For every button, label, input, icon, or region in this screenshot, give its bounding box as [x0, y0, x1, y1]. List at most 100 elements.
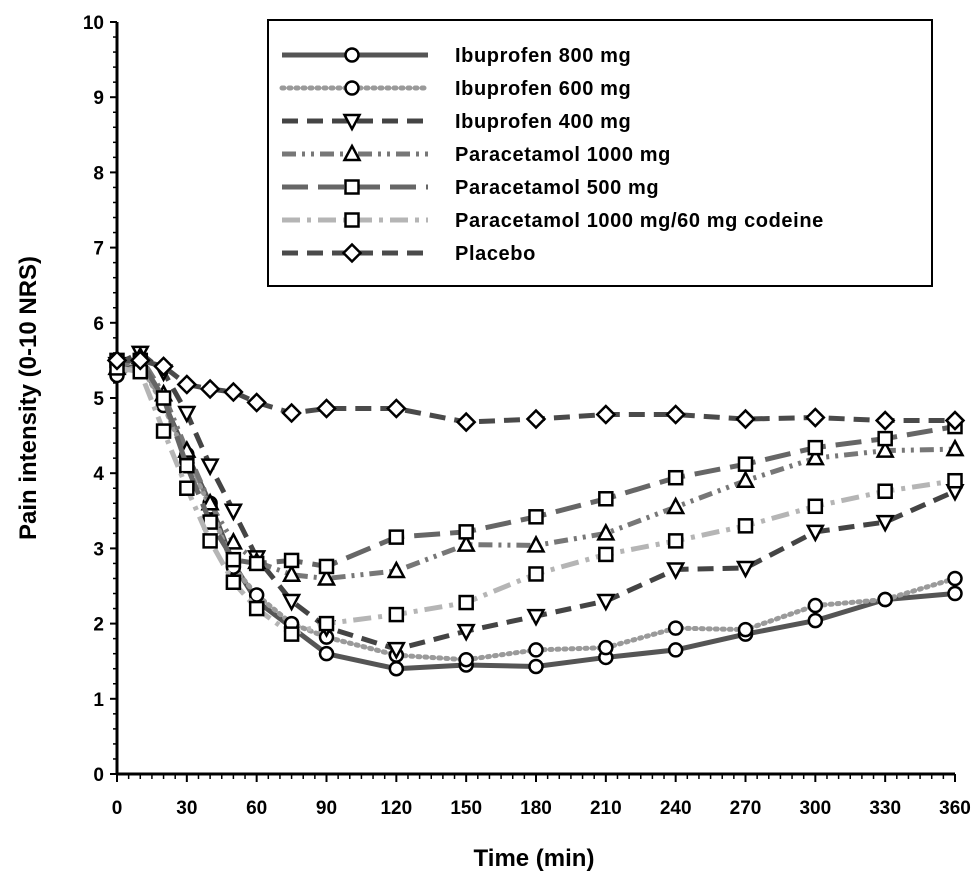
- data-point: [667, 469, 684, 486]
- data-point: [598, 639, 614, 656]
- data-point: [318, 558, 335, 575]
- data-point: [875, 514, 895, 533]
- data-point: [526, 608, 546, 627]
- data-point: [667, 533, 684, 549]
- data-point: [386, 560, 406, 579]
- data-point: [666, 496, 686, 515]
- data-point: [735, 470, 756, 488]
- data-point: [525, 408, 547, 430]
- legend-label: Paracetamol 500 mg: [455, 177, 659, 199]
- legend-marker: [344, 47, 360, 63]
- data-point: [805, 407, 826, 428]
- data-point: [281, 564, 302, 582]
- data-point: [944, 410, 966, 431]
- data-point: [388, 606, 405, 623]
- data-point: [248, 587, 265, 603]
- data-point: [155, 423, 172, 439]
- legend-item: Ibuprofen 600 mg: [279, 78, 631, 100]
- series-line: [117, 357, 955, 425]
- data-point: [456, 623, 476, 642]
- y-tick-label: 4: [93, 464, 104, 485]
- x-tick-label: 300: [799, 798, 831, 819]
- data-point: [528, 566, 544, 582]
- legend-label: Ibuprofen 600 mg: [455, 78, 631, 100]
- x-axis-title: Time (min): [474, 845, 595, 872]
- data-point: [595, 404, 617, 425]
- x-tick-label: 30: [176, 798, 197, 819]
- data-point: [807, 498, 824, 515]
- legend-item: Ibuprofen 800 mg: [282, 45, 631, 67]
- data-point: [947, 585, 963, 602]
- legend-item: Paracetamol 1000 mg/60 mg codeine: [282, 210, 824, 232]
- data-point: [316, 567, 337, 586]
- legend-item: Paracetamol 500 mg: [282, 177, 659, 199]
- data-point: [318, 645, 335, 662]
- data-point: [200, 458, 220, 477]
- data-point: [246, 392, 267, 413]
- axes: 0 1 2 3 4 5 6 7 8 9 10 0 30 60 90 120 150 180 210 240 270 300…: [83, 13, 971, 819]
- data-point: [735, 560, 756, 579]
- data-point: [737, 518, 754, 534]
- y-tick-label: 6: [93, 314, 104, 335]
- data-point: [598, 491, 614, 507]
- legend-item: Ibuprofen 400 mg: [282, 111, 631, 133]
- data-point: [667, 642, 684, 658]
- data-point: [455, 411, 477, 433]
- data-point: [153, 356, 174, 377]
- series-7: [106, 350, 966, 433]
- data-point: [735, 408, 756, 430]
- data-point: [458, 524, 474, 540]
- data-point: [155, 390, 172, 406]
- series-line: [116, 365, 956, 637]
- series-6: [109, 360, 963, 642]
- legend-item: Paracetamol 1000 mg: [282, 143, 671, 166]
- series-line: [115, 350, 957, 652]
- legend: Ibuprofen 800 mg Ibuprofen 600 mg Ibuprofe…: [267, 19, 933, 287]
- data-point: [667, 620, 684, 636]
- y-tick-label: 5: [93, 389, 104, 410]
- series-line: [115, 354, 956, 581]
- data-point: [528, 658, 544, 675]
- data-point: [528, 509, 544, 525]
- data-point: [248, 600, 265, 617]
- x-tick-label: 150: [450, 798, 482, 819]
- data-point: [596, 593, 616, 612]
- y-tick-label: 7: [93, 239, 104, 260]
- data-point: [130, 350, 151, 371]
- data-point: [283, 552, 300, 569]
- data-point: [805, 447, 825, 466]
- legend-marker: [341, 242, 363, 264]
- data-point: [281, 593, 302, 612]
- data-point: [877, 483, 893, 499]
- legend-label: Ibuprofen 400 mg: [455, 111, 631, 133]
- x-tick-label: 270: [730, 798, 762, 819]
- x-tick-label: 210: [590, 798, 622, 819]
- legend-marker: [342, 143, 362, 162]
- data-point: [177, 405, 197, 424]
- data-point: [386, 641, 406, 660]
- x-tick-label: 330: [869, 798, 901, 819]
- y-tick-label: 0: [93, 765, 104, 786]
- data-point: [225, 574, 242, 590]
- legend-label: Ibuprofen 800 mg: [455, 45, 631, 67]
- data-point: [199, 378, 221, 400]
- data-point: [737, 456, 754, 472]
- data-point: [458, 594, 474, 611]
- legend-label: Paracetamol 1000 mg/60 mg codeine: [455, 210, 824, 232]
- data-point: [947, 472, 963, 489]
- series-layer: [106, 345, 966, 677]
- y-tick-label: 8: [93, 163, 104, 184]
- data-point: [176, 374, 198, 395]
- data-point: [807, 612, 824, 629]
- data-point: [316, 398, 337, 419]
- x-tick-label: 180: [520, 798, 552, 819]
- data-point: [248, 555, 265, 572]
- data-point: [805, 524, 825, 543]
- data-point: [598, 546, 614, 563]
- data-point: [388, 529, 405, 545]
- legend-label: Placebo: [455, 243, 536, 265]
- legend-label: Paracetamol 1000 mg: [455, 144, 671, 166]
- data-point: [807, 597, 824, 614]
- data-point: [386, 398, 407, 419]
